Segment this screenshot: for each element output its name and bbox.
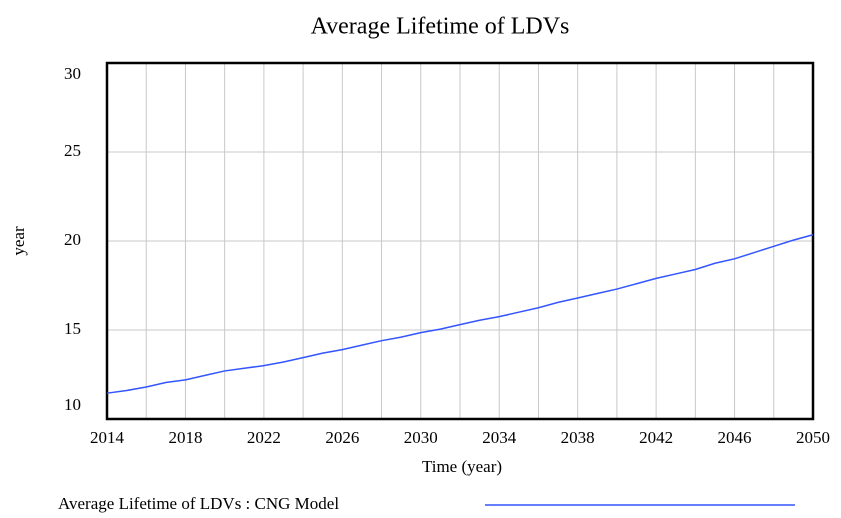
x-tick-label: 2038 [561,428,595,447]
data-line [106,234,814,394]
x-tick-label: 2050 [796,428,830,447]
x-tick-label: 2034 [482,428,517,447]
plot-frame [105,61,815,421]
x-axis-label: Time (year) [422,457,502,476]
x-tick-label: 2026 [325,428,359,447]
x-tick-label: 2022 [247,428,281,447]
x-tick-label: 2042 [639,428,673,447]
y-tick-label: 25 [64,141,81,160]
x-tick-label: 2046 [718,428,752,447]
x-tick-label: 2018 [168,428,202,447]
x-tick-label: 2030 [404,428,438,447]
y-tick-label: 20 [64,230,81,249]
y-tick-label: 30 [64,64,81,83]
y-tick-label: 10 [64,395,81,414]
legend-label: Average Lifetime of LDVs : CNG Model [58,494,339,513]
y-axis-label: year [9,226,28,256]
y-tick-label: 15 [64,319,81,338]
x-tick-label: 2014 [90,428,125,447]
chart-title: Average Lifetime of LDVs [311,14,570,40]
